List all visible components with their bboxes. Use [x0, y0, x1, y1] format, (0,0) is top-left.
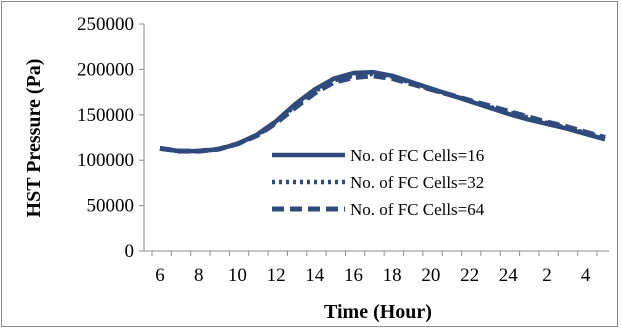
x-tick-label: 4: [581, 265, 591, 286]
y-tick-label: 200000: [77, 59, 134, 80]
x-tick-label: 20: [421, 265, 440, 286]
y-tick-label: 150000: [77, 105, 134, 126]
y-tick-label: 100000: [77, 150, 134, 171]
x-tick-label: 16: [344, 265, 363, 286]
x-tick-label: 8: [194, 265, 204, 286]
x-tick-label: 12: [267, 265, 286, 286]
x-tick-label: 18: [383, 265, 402, 286]
legend-label-1: No. of FC Cells=16: [350, 146, 484, 165]
y-tick-label: 50000: [87, 196, 135, 217]
x-tick-label: 6: [155, 265, 165, 286]
legend-label-3: No. of FC Cells=64: [350, 200, 485, 219]
x-axis-ticks: 6 8 10 12 14 16 18 20 22 24 2 4: [151, 251, 598, 286]
x-tick-label: 22: [460, 265, 479, 286]
y-tick-label: 0: [125, 241, 135, 262]
series-line-1: [159, 69, 606, 154]
legend-label-2: No. of FC Cells=32: [350, 173, 484, 192]
y-tick-label: 250000: [77, 14, 134, 35]
x-tick-label: 2: [542, 265, 552, 286]
series-lines: [159, 69, 606, 154]
series-line-3: [159, 73, 606, 154]
x-tick-label: 10: [228, 265, 247, 286]
legend: No. of FC Cells=16 No. of FC Cells=32 No. …: [272, 146, 485, 219]
series-line-2: [159, 71, 606, 154]
x-tick-label: 14: [305, 265, 325, 286]
x-axis-title: Time (Hour): [324, 301, 432, 323]
y-axis-ticks: 0 50000 100000 150000 200000 250000: [77, 14, 144, 262]
y-axis-title: HST Pressure (Pa): [23, 59, 45, 218]
x-tick-label: 24: [499, 265, 519, 286]
